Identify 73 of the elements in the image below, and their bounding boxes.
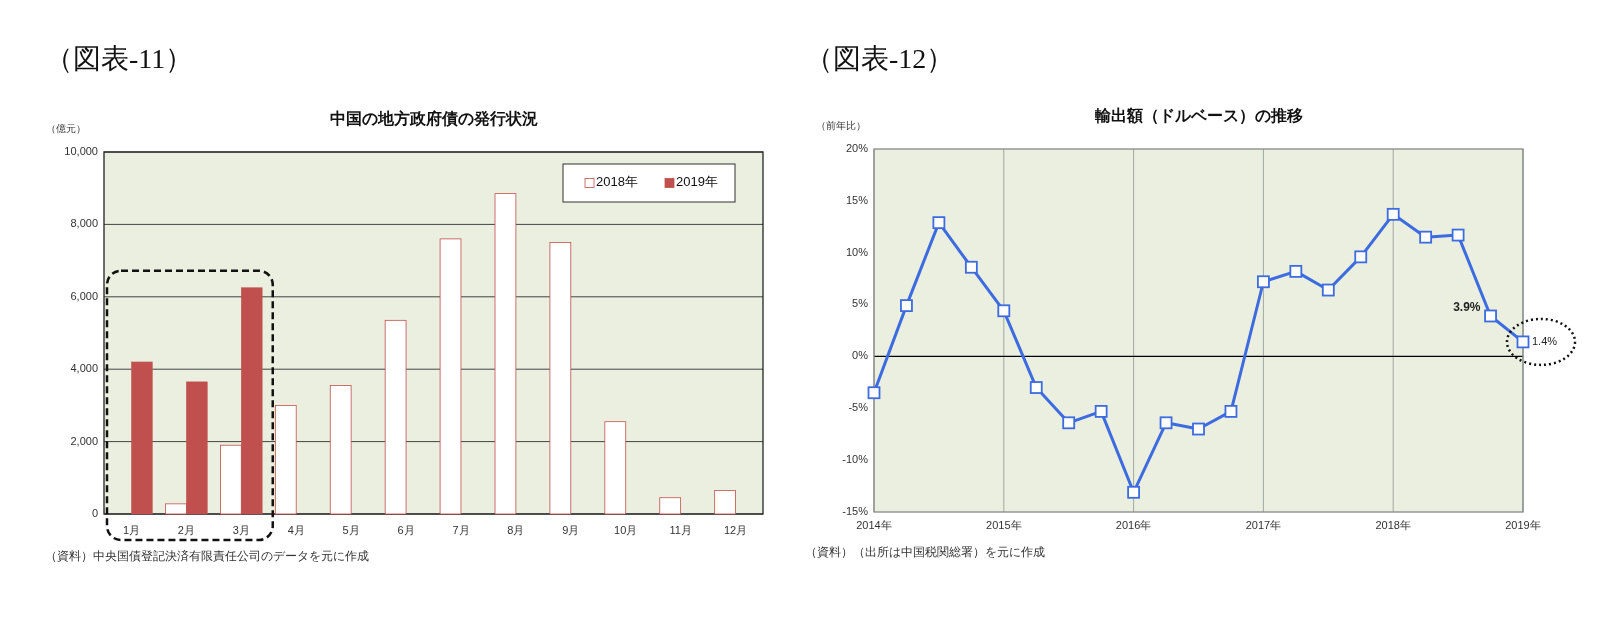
legend-label: 2018年 xyxy=(596,174,638,190)
point xyxy=(964,260,978,274)
x-tick-label: 2015年 xyxy=(986,519,1022,531)
text: （資料）（出所は中国税関総署）を元に作成 xyxy=(805,545,1045,559)
y-tick-label: 5% xyxy=(852,297,869,310)
y-tick-label: 8,000 xyxy=(70,217,98,230)
x-tick-label: 2018年 xyxy=(1375,519,1411,531)
legend-label: 2019年 xyxy=(676,174,718,190)
point xyxy=(1484,309,1497,323)
x-tick-label: 6月 xyxy=(397,524,415,536)
x-tick-label: 8月 xyxy=(507,524,525,536)
y-tick-label: 0% xyxy=(852,349,869,362)
annotation: 3.9% xyxy=(1453,300,1481,315)
x-tick-label: 2月 xyxy=(177,524,195,536)
x-tick-label: 2019年 xyxy=(1505,519,1541,531)
y-tick-label: -10% xyxy=(842,453,869,466)
point xyxy=(867,386,881,400)
y-tick-label: 4,000 xyxy=(70,362,98,375)
point xyxy=(1192,422,1205,436)
bar xyxy=(439,238,462,515)
text: （資料）中央国債登記決済有限責任公司のデータを元に作成 xyxy=(45,549,369,563)
x-tick-label: 3月 xyxy=(232,524,250,536)
y-axis-title: （億元） xyxy=(46,123,86,134)
y-axis-title: （前年比） xyxy=(816,120,866,131)
text: （図表-11） xyxy=(45,43,194,74)
point xyxy=(1062,416,1076,430)
x-tick-label: 1月 xyxy=(122,524,141,536)
bar xyxy=(329,385,352,515)
x-tick-label: 2017年 xyxy=(1245,519,1282,531)
bar xyxy=(494,193,517,515)
point xyxy=(1159,416,1173,430)
x-tick-label: 11月 xyxy=(669,524,692,536)
x-tick-label: 7月 xyxy=(452,524,470,536)
point xyxy=(1419,230,1433,244)
x-tick-label: 10月 xyxy=(614,524,638,536)
chart-title: 中国の地方政府債の発行状況 xyxy=(329,109,538,127)
point xyxy=(1321,283,1335,297)
point xyxy=(932,216,946,230)
bar xyxy=(714,490,736,515)
point xyxy=(1257,275,1270,289)
bar xyxy=(384,319,407,515)
point xyxy=(997,304,1011,318)
point xyxy=(1224,405,1238,418)
x-tick-label: 9月 xyxy=(562,524,580,536)
bar xyxy=(131,361,153,515)
point xyxy=(1127,485,1140,499)
x-tick-label: 2016年 xyxy=(1115,519,1152,531)
y-tick-label: 10% xyxy=(845,245,869,258)
y-tick-label: 10,000 xyxy=(64,144,98,157)
bar xyxy=(604,421,627,515)
bar xyxy=(659,497,682,515)
point xyxy=(1386,207,1400,221)
point xyxy=(1354,250,1368,264)
y-tick-label: -15% xyxy=(842,504,869,517)
y-tick-label: 15% xyxy=(845,193,869,206)
y-tick-label: 2,000 xyxy=(70,434,98,447)
x-tick-label: 4月 xyxy=(287,524,305,536)
x-tick-label: 12月 xyxy=(723,524,748,536)
point xyxy=(1289,264,1303,278)
text: （図表-12） xyxy=(805,43,955,74)
point xyxy=(900,299,913,313)
annotation: 1.4% xyxy=(1532,334,1558,347)
y-tick-label: 6,000 xyxy=(70,289,98,302)
x-tick-label: 2014年 xyxy=(856,519,892,531)
y-tick-label: 20% xyxy=(845,141,869,154)
y-tick-label: -5% xyxy=(848,401,869,414)
chart-title: 輸出額（ドルベース）の推移 xyxy=(1093,107,1303,125)
point xyxy=(1094,405,1108,418)
y-tick-label: 0 xyxy=(91,506,98,519)
bar xyxy=(549,242,572,515)
x-tick-label: 5月 xyxy=(342,524,360,536)
bar xyxy=(274,405,297,515)
point xyxy=(1029,381,1043,394)
